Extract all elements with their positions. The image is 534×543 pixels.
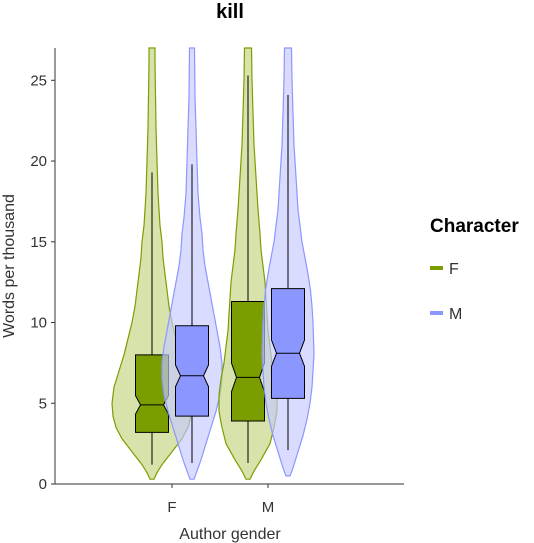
legend-entry-f: F [430,261,459,278]
chart-title: kill [216,1,244,23]
y-tick-label-20: 20 [30,153,47,170]
violin-group-m-f [161,47,223,480]
violin-group-m-m [261,47,315,477]
y-tick-label-10: 10 [30,315,47,332]
plot-area [55,47,404,484]
y-tick-label-25: 25 [30,72,47,89]
box-m-f [175,325,209,417]
y-axis-title: Words per thousand [1,194,18,338]
y-tick-label-15: 15 [30,234,47,251]
x-axis-title: Author gender [179,526,281,543]
legend-entry-m: M [430,306,462,323]
x-tick-label-f: F [167,499,176,516]
x-tick-label-m: M [262,499,275,516]
legend-label-f: F [449,261,459,278]
legend: Character F M [430,216,519,323]
box-f-m [231,301,265,422]
legend-label-m: M [449,306,462,323]
y-tick-label-0: 0 [39,476,47,493]
box-m-m [271,288,305,399]
y-tick-label-5: 5 [39,395,47,412]
y-axis: 0 5 10 15 20 25 [30,48,56,493]
legend-title: Character [430,216,519,237]
